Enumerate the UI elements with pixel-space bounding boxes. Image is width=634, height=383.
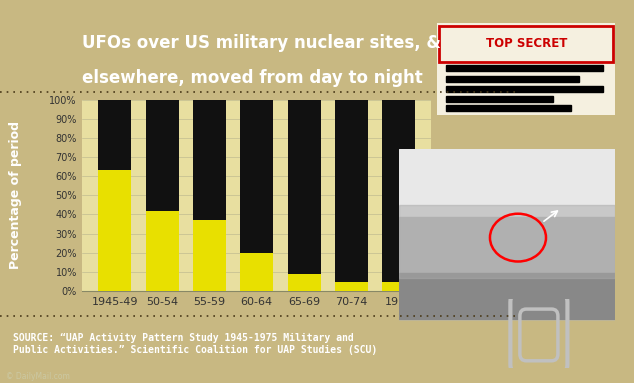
Bar: [288, 100, 321, 274]
FancyBboxPatch shape: [439, 26, 613, 62]
Bar: [382, 282, 415, 291]
Text: © DailyMail.com: © DailyMail.com: [6, 372, 70, 381]
Text: elsewhere, moved from day to night: elsewhere, moved from day to night: [82, 69, 423, 87]
Bar: [382, 100, 415, 282]
Bar: [399, 205, 615, 278]
Bar: [446, 86, 602, 92]
Bar: [399, 273, 615, 319]
Bar: [288, 274, 321, 291]
Legend: Night, Day: Night, Day: [451, 154, 512, 192]
Bar: [446, 65, 602, 71]
Bar: [335, 100, 368, 282]
Bar: [193, 220, 226, 291]
Bar: [193, 100, 226, 220]
Text: Percentage of period: Percentage of period: [10, 121, 22, 269]
Bar: [446, 105, 571, 111]
Text: UFOs over US military nuclear sites, &: UFOs over US military nuclear sites, &: [82, 34, 441, 52]
Bar: [399, 218, 615, 319]
Bar: [446, 96, 553, 102]
Bar: [146, 100, 179, 211]
Text: TOP SECRET: TOP SECRET: [486, 37, 567, 50]
Bar: [146, 211, 179, 291]
Bar: [335, 282, 368, 291]
Bar: [446, 76, 579, 82]
Text: SOURCE: “UAP Activity Pattern Study 1945-1975 Military and
Public Activities.” S: SOURCE: “UAP Activity Pattern Study 1945…: [13, 333, 377, 355]
Bar: [98, 100, 131, 170]
Bar: [98, 170, 131, 291]
Bar: [240, 100, 273, 253]
Bar: [240, 253, 273, 291]
FancyBboxPatch shape: [437, 23, 615, 115]
